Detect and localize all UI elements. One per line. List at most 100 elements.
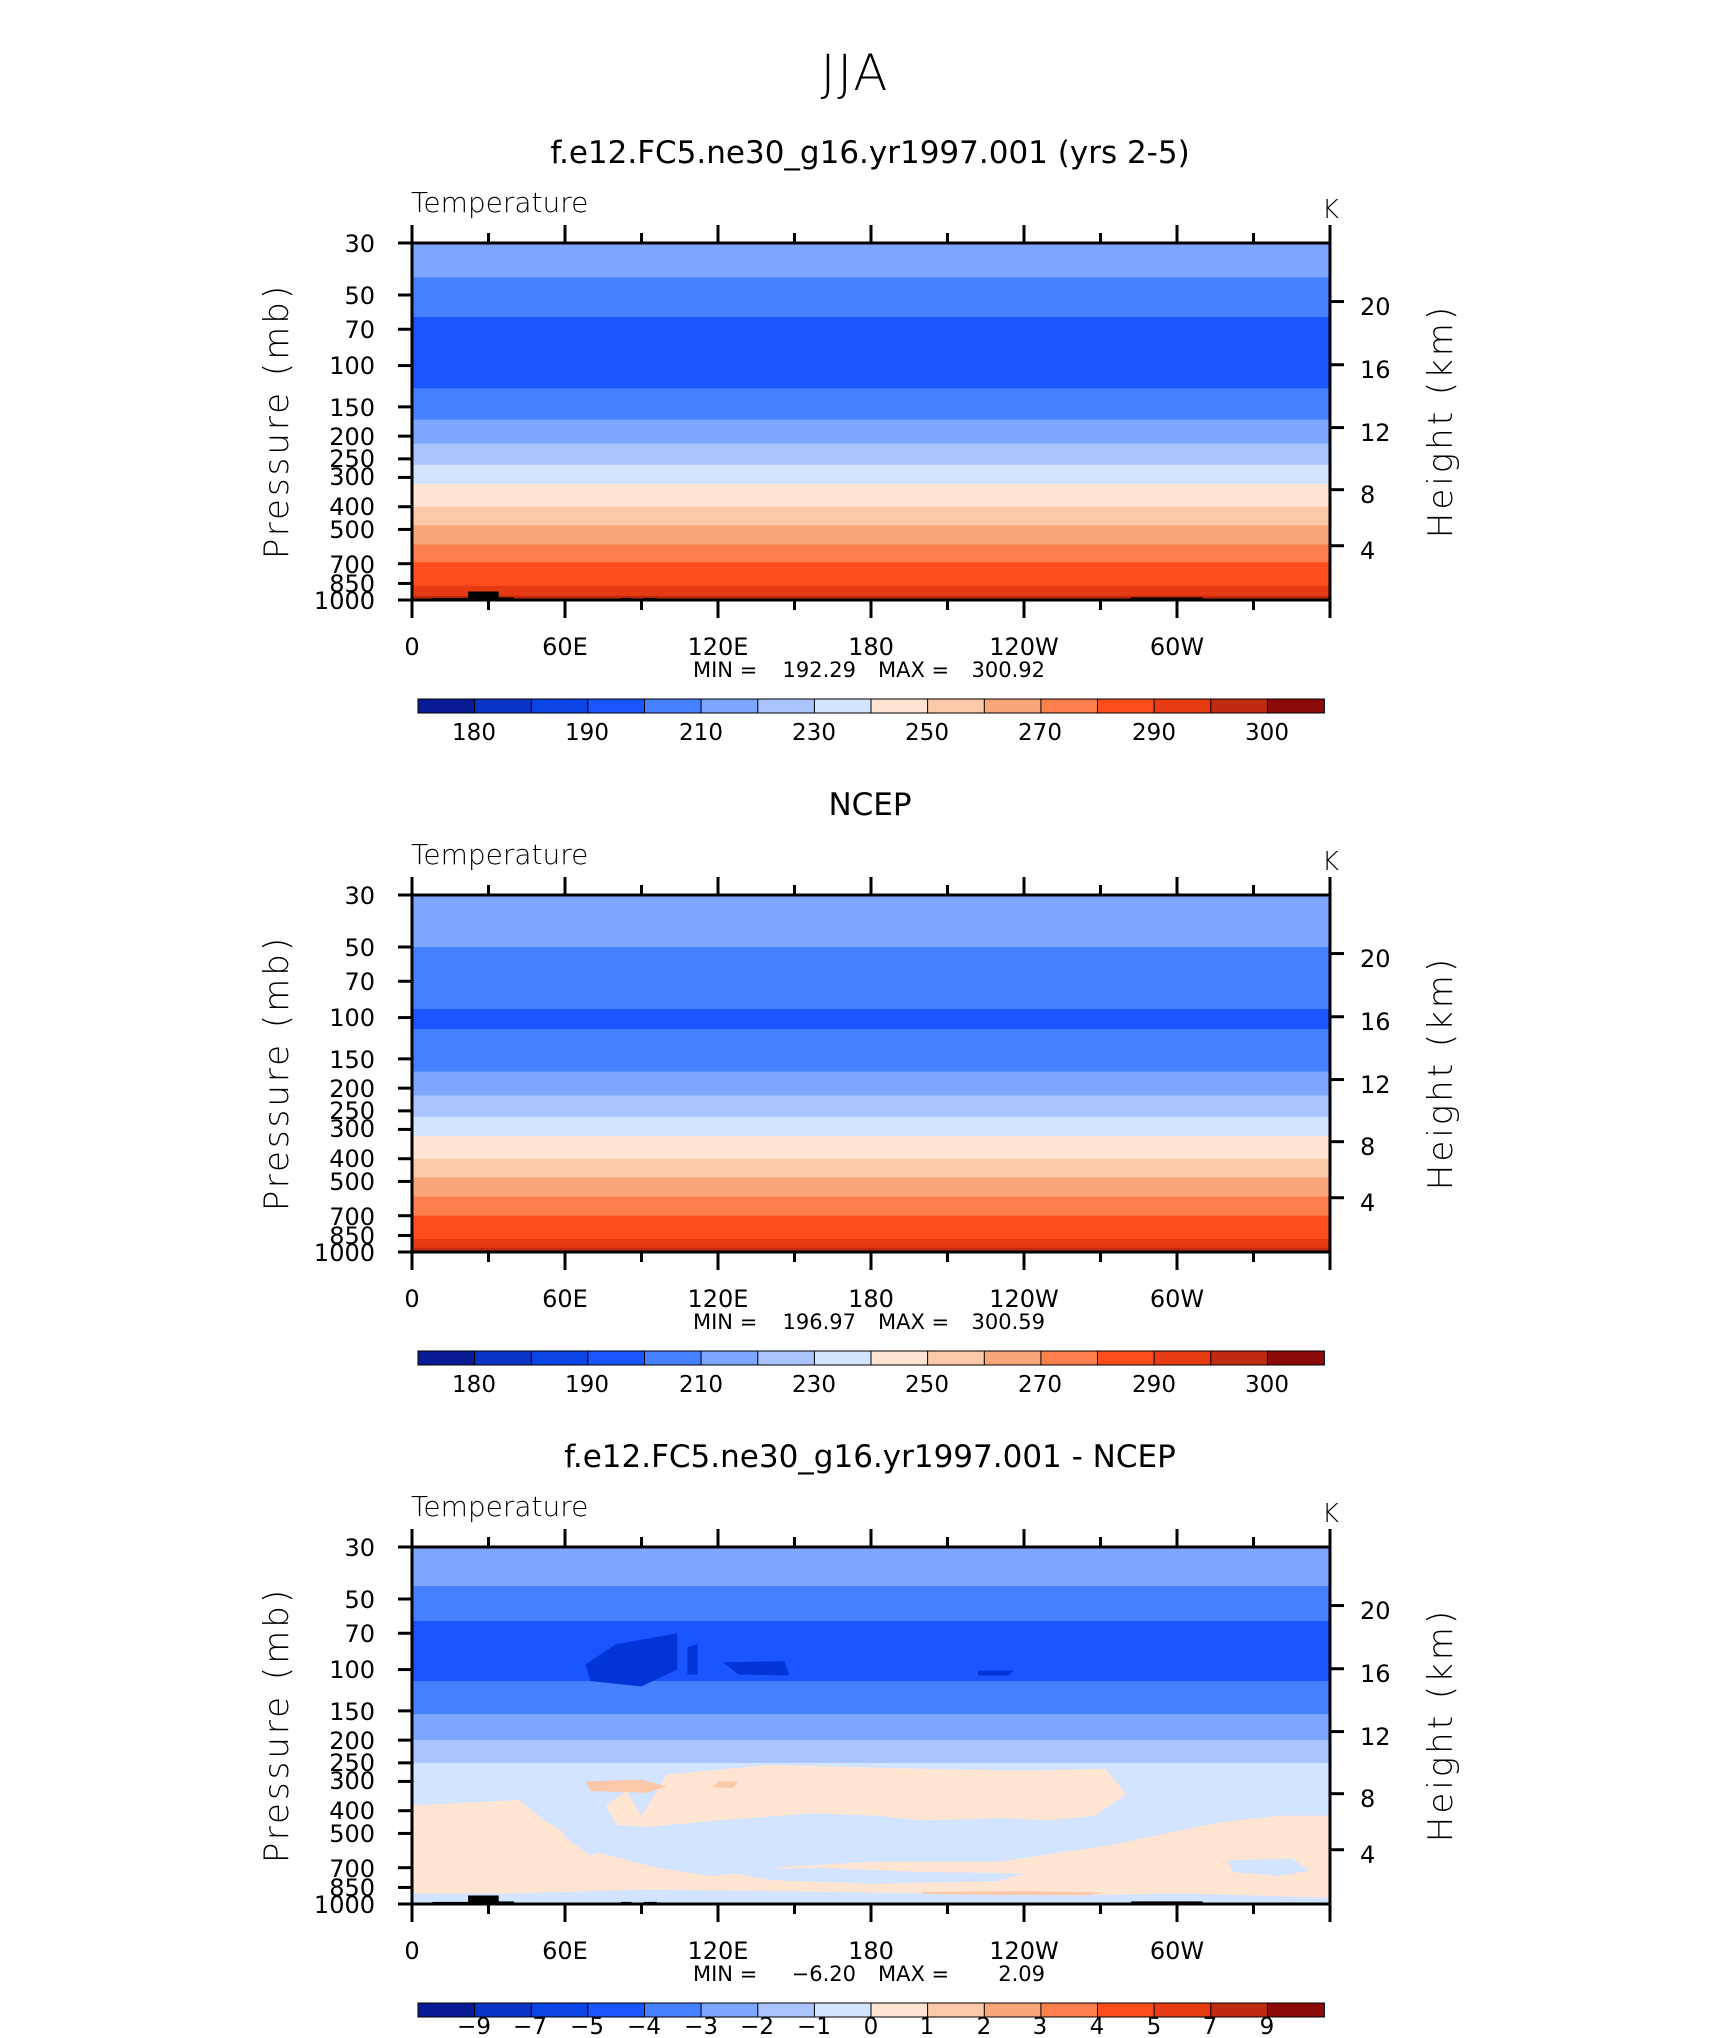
y-tick-label: 50 <box>344 282 375 310</box>
panel-model-units: K <box>1322 195 1339 225</box>
panel-ncep-y-axis-labels: 30 50 70 100 150 200 250 300 400 500 700… <box>257 882 375 1267</box>
colorbar-swatch <box>757 698 816 714</box>
y-tick-label: 150 <box>329 1046 375 1074</box>
contour-band <box>412 419 1330 445</box>
x-tick-label: 180 <box>848 1285 894 1313</box>
panel-difference-title: f.e12.FC5.ne30_g16.yr1997.001 - NCEP <box>564 1439 1176 1475</box>
colorbar-swatch <box>983 1350 1042 1366</box>
contour-band <box>412 1196 1330 1217</box>
anomaly-contour <box>559 1818 616 1856</box>
y-tick-label: 1000 <box>314 1239 375 1267</box>
y-tick-label: 300 <box>329 1767 375 1795</box>
contour-band <box>412 243 1330 278</box>
y-tick-label: 70 <box>344 968 375 996</box>
contour-band <box>412 1009 1330 1030</box>
x-tick-label: 0 <box>404 1285 419 1313</box>
contour-band <box>412 1714 1330 1741</box>
panel-ncep-ticks <box>398 877 1344 1270</box>
colorbar-label: 190 <box>565 1372 609 1398</box>
panel-difference-subtitle: Temperature <box>411 1490 588 1523</box>
colorbar-label: −2 <box>740 2014 774 2038</box>
colorbar-swatch <box>927 698 986 714</box>
anomaly-contour <box>412 1800 1330 1898</box>
contour-band <box>412 525 1330 546</box>
panel-ncep-colorbar-labels: 180 190 210 230 250 270 290 300 <box>452 1372 1289 1398</box>
colorbar-swatch <box>587 698 646 714</box>
y-axis-title: Pressure (mb) <box>257 1587 297 1863</box>
y-tick-label: 500 <box>329 1820 375 1848</box>
colorbar-label: 0 <box>864 2014 879 2038</box>
x-tick-label: 60W <box>1150 1285 1204 1313</box>
colorbar-swatch <box>700 1350 759 1366</box>
colorbar-label: 4 <box>1090 2014 1105 2038</box>
y-tick-label: 700 <box>329 1203 375 1231</box>
colorbar-swatch <box>1040 1350 1099 1366</box>
colorbar-label: −5 <box>570 2014 604 2038</box>
x-tick-label: 60E <box>542 633 588 661</box>
colorbar-swatch <box>474 698 533 714</box>
x-tick-label: 120E <box>688 1937 749 1965</box>
contour-band <box>412 1136 1330 1160</box>
contour-band <box>412 1247 1330 1252</box>
x-tick-label: 180 <box>848 1937 894 1965</box>
height-tick-label: 20 <box>1360 945 1391 973</box>
contour-band <box>412 895 1330 948</box>
colorbar-label: −4 <box>627 2014 661 2038</box>
y-tick-label: 400 <box>329 1145 375 1173</box>
figure-title: JJA <box>820 44 890 102</box>
y-tick-label: 200 <box>329 423 375 451</box>
colorbar-label: 210 <box>679 720 723 746</box>
stat-max-label: MAX = <box>878 1310 949 1334</box>
colorbar-label: 3 <box>1033 2014 1048 2038</box>
colorbar-swatch <box>644 1350 702 1366</box>
y-tick-label: 30 <box>344 1534 375 1562</box>
anomaly-contour <box>978 1670 1014 1676</box>
height-tick-label: 8 <box>1360 481 1375 509</box>
contour-band <box>412 464 1330 485</box>
colorbar-label: 270 <box>1018 1372 1062 1398</box>
colorbar-swatch <box>870 1350 929 1366</box>
panel-model: f.e12.FC5.ne30_g16.yr1997.001 (yrs 2-5) … <box>257 135 1461 746</box>
colorbar-label: 250 <box>905 720 949 746</box>
stat-min-label: MIN = <box>693 658 757 682</box>
colorbar-swatch <box>1153 1350 1212 1366</box>
height-tick-label: 4 <box>1360 537 1375 565</box>
height-tick-label: 4 <box>1360 1189 1375 1217</box>
height-tick-label: 4 <box>1360 1841 1375 1869</box>
colorbar-label: 300 <box>1245 1372 1289 1398</box>
contour-band <box>412 277 1330 318</box>
panel-ncep-field <box>412 895 1330 1252</box>
colorbar-label: 9 <box>1260 2014 1275 2038</box>
stat-max-label: MAX = <box>878 1962 949 1986</box>
colorbar-swatch <box>813 698 872 714</box>
panel-difference-stats: MIN = −6.20 MAX = 2.09 <box>693 1962 1045 1986</box>
y-tick-label: 70 <box>344 316 375 344</box>
contour-band <box>412 1071 1330 1097</box>
colorbar-swatch <box>1266 2002 1325 2018</box>
contour-band <box>412 562 1330 587</box>
colorbar-label: 2 <box>977 2014 992 2038</box>
panel-ncep-right-axis-labels: 20 16 12 8 4 Height (km) <box>1360 945 1461 1217</box>
colorbar-swatch <box>1266 1350 1325 1366</box>
contour-band <box>412 595 1330 600</box>
y-tick-label: 100 <box>329 1004 375 1032</box>
contour-band <box>412 947 1330 1010</box>
contour-band <box>412 585 1330 597</box>
x-tick-label: 120W <box>989 1937 1059 1965</box>
panel-ncep-title: NCEP <box>828 787 911 823</box>
y-tick-label: 50 <box>344 934 375 962</box>
y-tick-label: 300 <box>329 463 375 491</box>
colorbar-swatch <box>1266 698 1325 714</box>
topography-block <box>468 591 499 600</box>
height-tick-label: 12 <box>1360 1071 1391 1099</box>
colorbar-swatch <box>1153 698 1212 714</box>
height-axis-title: Height (km) <box>1421 304 1461 538</box>
panel-model-colorbar <box>417 698 1325 714</box>
panel-model-colorbar-labels: 180 190 210 230 250 270 290 300 <box>452 720 1289 746</box>
contour-band <box>412 1158 1330 1178</box>
x-tick-label: 60E <box>542 1285 588 1313</box>
height-axis-title: Height (km) <box>1421 956 1461 1190</box>
anomaly-contour <box>585 1633 678 1687</box>
height-tick-label: 16 <box>1360 1660 1391 1688</box>
panel-difference-units: K <box>1322 1499 1339 1529</box>
